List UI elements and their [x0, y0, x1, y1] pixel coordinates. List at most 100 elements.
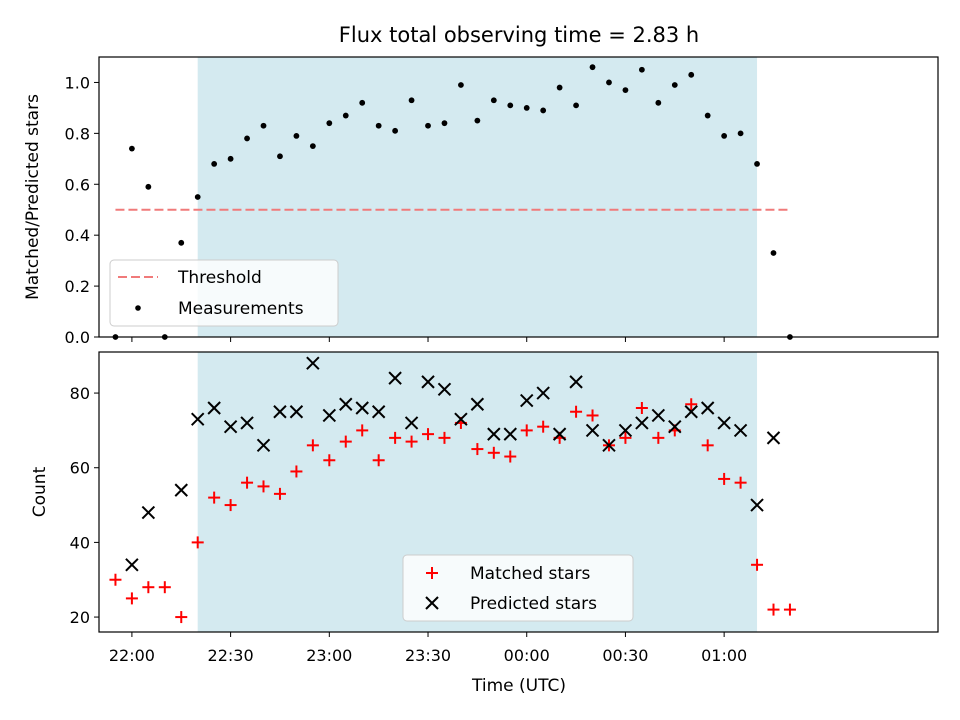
- y-axis-ticks-bottom: 20 40 60 80: [70, 384, 99, 627]
- predicted-star-point: [700, 401, 715, 415]
- matched-star-point: [323, 454, 336, 467]
- x-axis-ticks-top: [131, 337, 725, 342]
- matched-star-point: [372, 454, 385, 467]
- matched-star-point: [224, 499, 237, 512]
- matched-star-point: [405, 435, 418, 448]
- matched-star-point: [158, 581, 171, 594]
- axes-frame-top: [98, 56, 939, 338]
- matched-star-point: [718, 472, 731, 485]
- matched-star-point: [783, 603, 796, 616]
- matched-star-point: [175, 611, 188, 624]
- predicted-star-point: [717, 416, 731, 430]
- predicted-star-point: [750, 498, 764, 512]
- predicted-star-point: [421, 375, 435, 389]
- predicted-star-point: [141, 505, 156, 520]
- matched-star-point: [537, 420, 550, 433]
- y-tick-label: 40: [70, 533, 90, 552]
- measurement-point: [770, 250, 777, 256]
- measurement-point: [556, 84, 563, 91]
- legend-bottom: Matched stars Predicted stars: [402, 554, 634, 622]
- matched-star-point: [487, 446, 500, 459]
- y-tick-label: 0.0: [65, 328, 90, 347]
- predicted-star-point: [766, 431, 781, 445]
- predicted-star-point: [371, 405, 386, 419]
- legend-matched-swatch: [426, 567, 438, 579]
- predicted-star-point: [388, 371, 402, 385]
- legend-predicted-swatch: [425, 596, 439, 610]
- y-axis-label-top: Matched/Predicted stars: [23, 94, 43, 300]
- matched-star-point: [290, 465, 303, 478]
- measurement-point: [145, 183, 152, 190]
- axes-frame-bottom: [98, 351, 939, 633]
- y-tick-label: 80: [70, 384, 90, 403]
- matched-star-point: [389, 431, 402, 444]
- measurement-point: [589, 64, 596, 71]
- matched-star-point: [635, 402, 648, 414]
- matched-star-point: [520, 424, 533, 437]
- x-tick-label: 22:00: [109, 646, 155, 665]
- measurement-point: [655, 99, 662, 106]
- predicted-star-point: [240, 416, 254, 430]
- measurement-point: [458, 82, 464, 88]
- y-tick-label: 1.0: [65, 73, 90, 92]
- matched-star-point: [751, 558, 764, 571]
- matched-star-point: [191, 536, 204, 549]
- y-tick-label: 60: [70, 459, 90, 478]
- matched-star-point: [586, 409, 599, 422]
- predicted-star-point: [684, 405, 698, 419]
- measurement-point: [277, 153, 283, 160]
- predicted-star-point: [733, 423, 748, 438]
- predicted-star-point: [355, 401, 369, 415]
- matched-star-point: [142, 581, 155, 594]
- legend-measurements-swatch: [135, 305, 141, 311]
- matched-star-point: [339, 435, 352, 448]
- predicted-star-point: [306, 356, 320, 370]
- measurement-point: [622, 87, 629, 93]
- matched-star-point: [356, 424, 369, 437]
- predicted-star-point: [520, 393, 534, 408]
- matched-star-point: [652, 431, 665, 444]
- matched-star-point: [306, 439, 319, 452]
- predicted-star-point: [602, 438, 616, 453]
- matched-star-point: [767, 603, 780, 616]
- measurement-point: [754, 161, 760, 167]
- matched-star-point: [273, 487, 286, 500]
- predicted-star-point: [437, 382, 452, 397]
- measurement-point: [425, 122, 431, 129]
- measurement-point: [211, 161, 218, 167]
- predicted-star-point: [174, 483, 188, 497]
- measurement-point: [244, 135, 250, 142]
- chart-title: Flux total observing time = 2.83 h: [339, 23, 699, 47]
- predicted-star-point: [470, 397, 485, 411]
- matched-star-point: [125, 592, 138, 605]
- measurement-point: [392, 127, 399, 134]
- matched-star-point: [422, 428, 435, 441]
- y-tick-label: 0.6: [65, 175, 90, 194]
- measurement-points: [112, 64, 793, 340]
- measurement-point: [129, 145, 135, 152]
- predicted-star-point: [569, 375, 583, 389]
- measurement-point: [737, 130, 744, 137]
- predicted-star-point: [487, 427, 501, 441]
- x-tick-label: 23:00: [306, 646, 352, 665]
- matched-star-point: [734, 476, 747, 489]
- y-axis-ticks-top: 0.0 0.2 0.4 0.6 0.8 1.0: [65, 73, 99, 347]
- predicted-star-point: [404, 416, 419, 430]
- ratio-panel: Flux total observing time = 2.83 h 0.0 0.…: [23, 23, 939, 347]
- predicted-star-point: [552, 427, 567, 441]
- measurement-point: [704, 112, 711, 119]
- legend-top: Threshold Measurements: [109, 259, 339, 327]
- x-tick-label: 22:30: [208, 646, 254, 665]
- predicted-star-point: [635, 416, 649, 430]
- matched-star-point: [438, 431, 451, 444]
- predicted-star-point: [322, 408, 337, 423]
- matched-star-point: [257, 480, 270, 493]
- y-tick-label: 0.4: [65, 226, 90, 245]
- predicted-star-point: [223, 419, 238, 434]
- matched-star-point: [701, 439, 714, 452]
- matched-star-point: [504, 450, 517, 463]
- measurement-point: [540, 107, 547, 114]
- measurement-point: [293, 133, 300, 139]
- measurement-point: [523, 105, 530, 111]
